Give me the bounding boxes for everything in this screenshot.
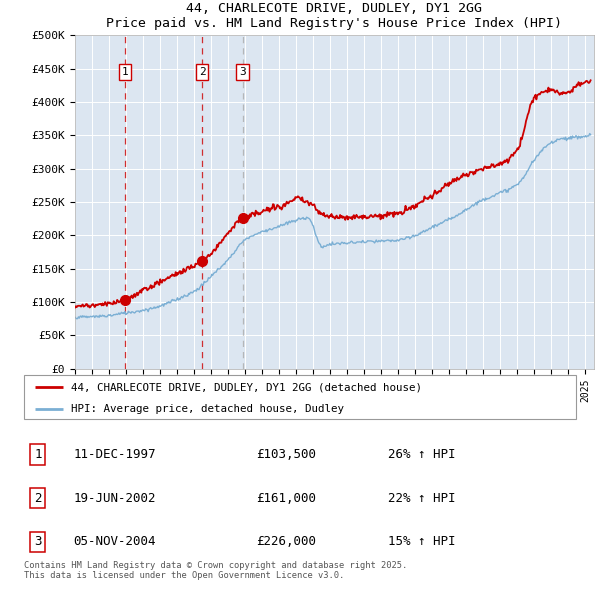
Text: 11-DEC-1997: 11-DEC-1997 bbox=[74, 448, 156, 461]
Text: 1: 1 bbox=[34, 448, 41, 461]
Text: 2: 2 bbox=[34, 491, 41, 504]
Text: 19-JUN-2002: 19-JUN-2002 bbox=[74, 491, 156, 504]
Text: Contains HM Land Registry data © Crown copyright and database right 2025.
This d: Contains HM Land Registry data © Crown c… bbox=[24, 560, 407, 580]
Text: £161,000: £161,000 bbox=[256, 491, 316, 504]
Text: 22% ↑ HPI: 22% ↑ HPI bbox=[388, 491, 456, 504]
Text: £226,000: £226,000 bbox=[256, 535, 316, 549]
Text: 2: 2 bbox=[199, 67, 205, 77]
Text: 3: 3 bbox=[34, 535, 41, 549]
Text: £103,500: £103,500 bbox=[256, 448, 316, 461]
Text: 44, CHARLECOTE DRIVE, DUDLEY, DY1 2GG (detached house): 44, CHARLECOTE DRIVE, DUDLEY, DY1 2GG (d… bbox=[71, 382, 422, 392]
Text: 15% ↑ HPI: 15% ↑ HPI bbox=[388, 535, 456, 549]
FancyBboxPatch shape bbox=[24, 375, 576, 419]
Title: 44, CHARLECOTE DRIVE, DUDLEY, DY1 2GG
Price paid vs. HM Land Registry's House Pr: 44, CHARLECOTE DRIVE, DUDLEY, DY1 2GG Pr… bbox=[107, 2, 563, 30]
Text: HPI: Average price, detached house, Dudley: HPI: Average price, detached house, Dudl… bbox=[71, 404, 344, 414]
Text: 1: 1 bbox=[122, 67, 128, 77]
Text: 3: 3 bbox=[239, 67, 246, 77]
Text: 26% ↑ HPI: 26% ↑ HPI bbox=[388, 448, 456, 461]
Text: 05-NOV-2004: 05-NOV-2004 bbox=[74, 535, 156, 549]
